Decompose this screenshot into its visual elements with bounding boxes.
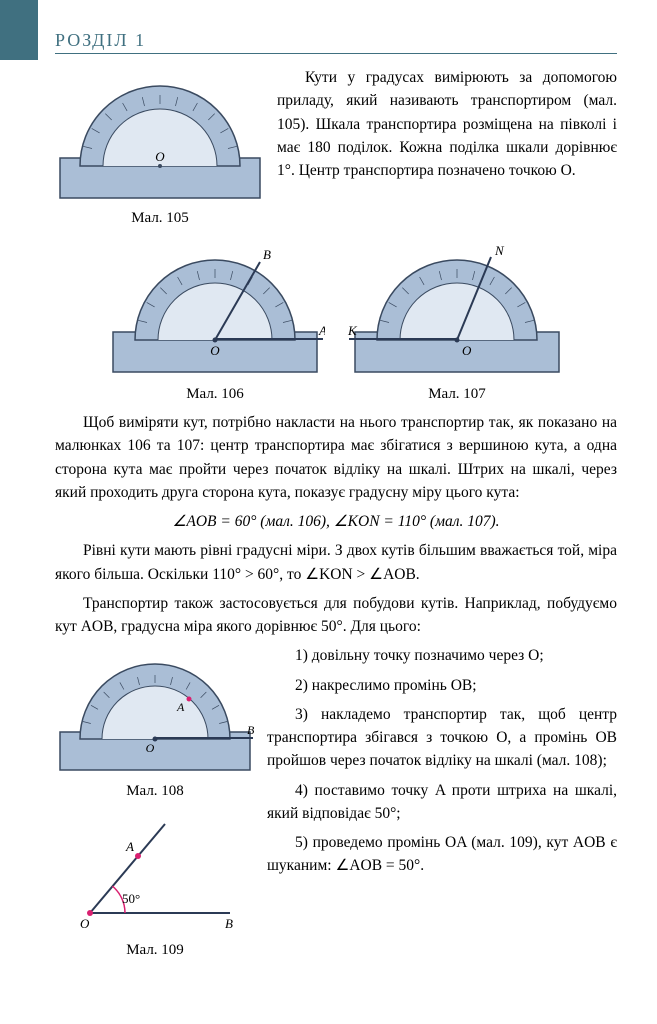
protractor-icon: O K N [347, 237, 567, 382]
figure-105-caption: Мал. 105 [55, 210, 265, 227]
row-fig105: O Мал. 105 Кути у градусах вимірюють за … [55, 66, 617, 227]
paragraph-block: Щоб виміряти кут, потрібно накласти на н… [55, 411, 617, 638]
figure-106-caption: Мал. 106 [105, 386, 325, 403]
angle-diagram-icon: O B A 50° [70, 818, 240, 933]
figure-106: O A B Мал. 106 [105, 237, 325, 403]
protractor-icon: O [55, 66, 265, 206]
protractor-icon: O B A [55, 644, 255, 779]
svg-text:K: K [347, 323, 358, 338]
svg-text:N: N [494, 243, 505, 258]
section-header: РОЗДІЛ 1 [55, 30, 617, 54]
figure-column: O B A Мал. 108 O B A 50° Мал [55, 644, 255, 959]
figure-109-caption: Мал. 109 [55, 942, 255, 959]
svg-text:B: B [263, 247, 271, 262]
step-2: 2) накреслимо промінь OB; [267, 674, 617, 697]
step-1: 1) довільну точку позначимо через O; [267, 644, 617, 667]
svg-text:B: B [247, 723, 255, 737]
figure-107: O K N Мал. 107 [347, 237, 567, 403]
figure-108: O B A Мал. 108 [55, 644, 255, 800]
svg-text:O: O [210, 343, 220, 358]
svg-text:O: O [462, 343, 472, 358]
svg-text:A: A [318, 323, 325, 338]
steps-text: 1) довільну точку позначимо через O; 2) … [267, 644, 617, 883]
page: РОЗДІЛ 1 [0, 0, 657, 989]
figure-105: O Мал. 105 [55, 66, 265, 227]
svg-text:B: B [225, 916, 233, 931]
steps-wrap: O B A Мал. 108 O B A 50° Мал [55, 644, 617, 959]
step-4: 4) поставимо точку A проти штриха на шка… [267, 779, 617, 826]
paragraph-1: Кути у градусах вимірюють за допомогою п… [277, 66, 617, 227]
figure-109: O B A 50° Мал. 109 [55, 818, 255, 959]
svg-text:O: O [155, 149, 165, 164]
svg-text:A: A [125, 839, 134, 854]
step-3: 3) накладемо транспортир так, щоб центр … [267, 703, 617, 773]
protractor-icon: O A B [105, 237, 325, 382]
p1-text: Кути у градусах вимірюють за допомогою п… [277, 66, 617, 182]
p4-text: Транспортир також застосовується для поб… [55, 592, 617, 639]
svg-text:A: A [176, 700, 185, 714]
figure-108-caption: Мал. 108 [55, 783, 255, 800]
svg-text:50°: 50° [122, 891, 140, 906]
svg-text:O: O [80, 916, 90, 931]
row-fig106-107: O A B Мал. 106 [55, 237, 617, 403]
p2-text: Щоб виміряти кут, потрібно накласти на н… [55, 411, 617, 504]
p3-text: Рівні кути мають рівні градусні міри. З … [55, 539, 617, 586]
equation-1: ∠AOB = 60° (мал. 106), ∠KON = 110° (мал.… [55, 510, 617, 533]
figure-107-caption: Мал. 107 [347, 386, 567, 403]
svg-text:O: O [146, 741, 155, 755]
step-5: 5) проведемо промінь OA (мал. 109), кут … [267, 831, 617, 878]
